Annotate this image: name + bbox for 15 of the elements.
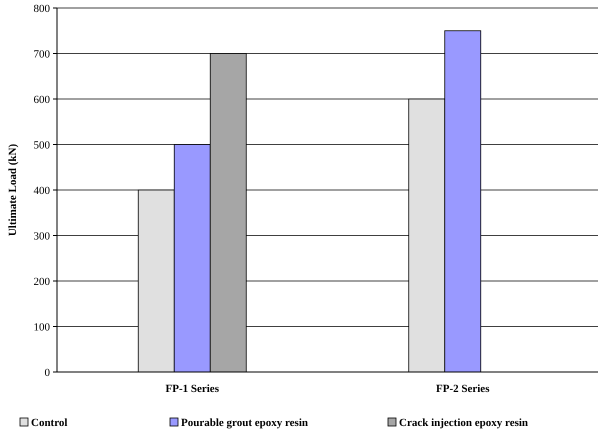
legend-label: Pourable grout epoxy resin: [181, 416, 308, 429]
y-tick-label: 400: [34, 184, 50, 197]
y-tick-label: 500: [34, 139, 50, 152]
y-tick-label: 300: [34, 230, 50, 242]
y-tick-label: 800: [34, 2, 50, 15]
y-tick-label: 0: [44, 366, 50, 379]
x-tick-label: FP-1 Series: [166, 383, 220, 395]
y-axis-title: Ultimate Load (kN): [7, 144, 19, 236]
y-tick-label: 700: [34, 48, 50, 60]
legend-label: Control: [31, 416, 68, 429]
y-tick-label: 600: [34, 94, 50, 106]
y-tick-label: 200: [34, 276, 50, 288]
legend-label: Crack injection epoxy resin: [399, 416, 528, 429]
x-tick-label: FP-2 Series: [436, 383, 490, 395]
y-tick-label: 100: [34, 321, 50, 334]
